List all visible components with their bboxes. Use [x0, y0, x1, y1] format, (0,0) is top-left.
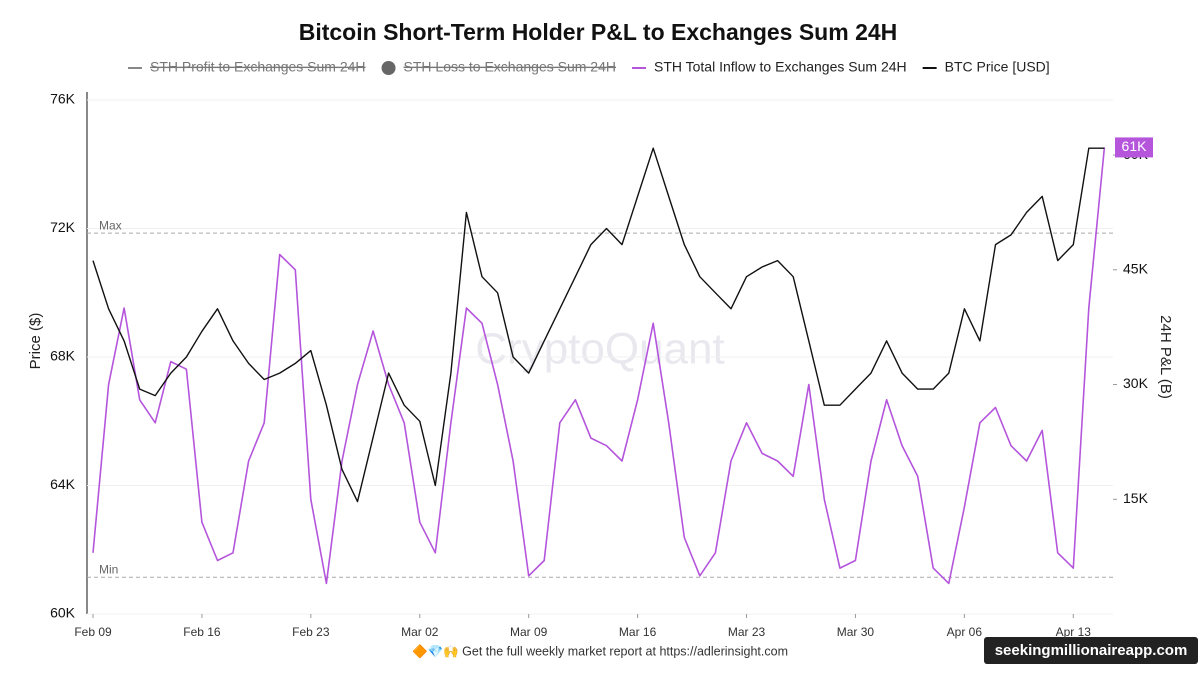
y2-tick-label: 15K: [1123, 490, 1149, 506]
x-tick-label: Mar 16: [619, 625, 657, 639]
ref-label: Max: [99, 218, 122, 232]
x-tick-label: Mar 23: [728, 625, 766, 639]
y-tick-label: 64K: [50, 476, 76, 492]
watermark: CryptoQuant: [475, 325, 724, 374]
legend-marker: [381, 61, 396, 75]
x-tick-label: Mar 30: [837, 625, 875, 639]
x-tick-label: Feb 16: [183, 625, 221, 639]
chart-title: Bitcoin Short-Term Holder P&L to Exchang…: [299, 19, 898, 45]
last-value-badge: [1115, 137, 1153, 158]
series-line: [92, 147, 1105, 503]
y2-tick-label: 45K: [1123, 261, 1149, 277]
x-tick-label: Apr 13: [1056, 625, 1092, 639]
y2-tick-label: 30K: [1123, 375, 1149, 391]
last-value-label: 61K: [1122, 138, 1148, 154]
legend-label[interactable]: STH Loss to Exchanges Sum 24H: [404, 59, 616, 75]
x-tick-label: Feb 23: [292, 625, 330, 639]
y-tick-label: 68K: [50, 348, 76, 364]
footer: 🔶💎🙌 Get the full weekly market report at…: [412, 643, 788, 658]
badge-bg: [984, 637, 1198, 664]
legend-label[interactable]: STH Profit to Exchanges Sum 24H: [150, 59, 366, 75]
x-tick-label: Mar 09: [510, 625, 548, 639]
legend-label[interactable]: STH Total Inflow to Exchanges Sum 24H: [654, 59, 907, 75]
y-tick-label: 60K: [50, 605, 76, 621]
x-tick-label: Feb 09: [74, 625, 112, 639]
y-tick-label: 72K: [50, 219, 76, 235]
legend-label[interactable]: BTC Price [USD]: [945, 59, 1050, 75]
series-line: [92, 147, 1106, 585]
y-axis-label: Price ($): [27, 313, 44, 370]
x-tick-label: Mar 02: [401, 625, 439, 639]
x-tick-label: Apr 06: [947, 625, 983, 639]
badge: seekingmillionaireapp.com: [995, 642, 1188, 659]
y2-axis-label: 24H P&L (B): [1157, 315, 1174, 399]
ref-label: Min: [99, 562, 118, 576]
y-tick-label: 76K: [50, 91, 76, 107]
